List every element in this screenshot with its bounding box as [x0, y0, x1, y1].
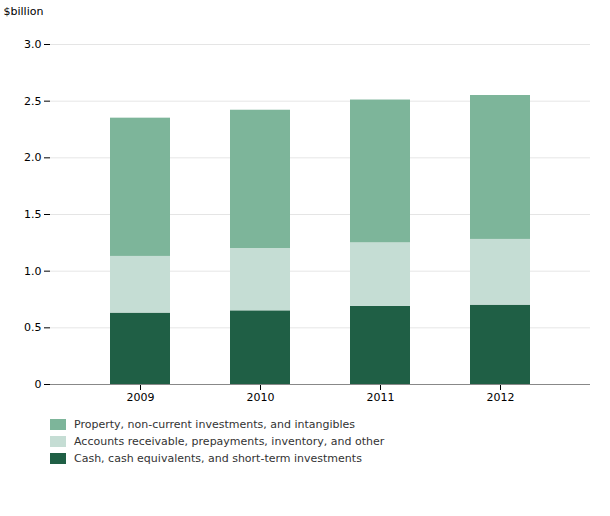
svg-text:1.0: 1.0 [24, 265, 42, 278]
svg-text:2010: 2010 [247, 391, 275, 404]
svg-text:1.5: 1.5 [24, 208, 42, 221]
svg-text:$billion: $billion [4, 5, 44, 18]
svg-text:0.5: 0.5 [24, 321, 42, 334]
svg-text:2012: 2012 [487, 391, 515, 404]
html-text:Property, non-current investme: Property, non-current investments, and i… [74, 418, 355, 431]
svg-text:2011: 2011 [367, 391, 395, 404]
svg-text:0: 0 [35, 378, 42, 391]
svg-text:2.5: 2.5 [24, 95, 42, 108]
svg-text:3.0: 3.0 [24, 38, 42, 51]
html-text:Cash, cash equivalents, and sh: Cash, cash equivalents, and short-term i… [74, 452, 362, 465]
html-text:Accounts receivable, prepaymen: Accounts receivable, prepayments, invent… [74, 435, 385, 448]
svg-text:2009: 2009 [127, 391, 155, 404]
svg-text:2.0: 2.0 [24, 151, 42, 164]
